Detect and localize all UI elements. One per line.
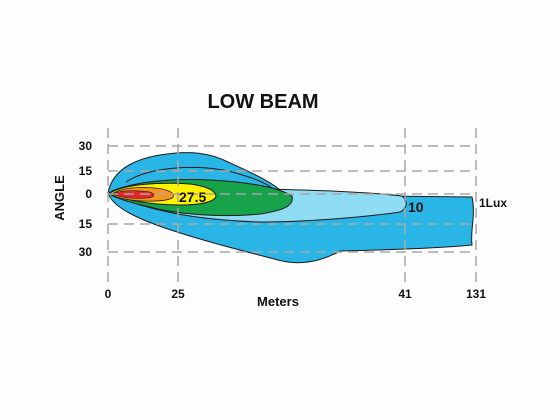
x-tick-41: 41 <box>398 287 412 301</box>
x-axis-ticks: 0 25 41 131 <box>105 287 487 301</box>
contour-label-10: 10 <box>408 199 424 215</box>
diagram-title: LOW BEAM <box>207 91 318 113</box>
y-tick-0: 0 <box>85 187 92 201</box>
contour-label-27-5: 27.5 <box>179 189 206 205</box>
grid-lines <box>107 128 477 282</box>
y-axis-ticks: 30 15 0 15 30 <box>79 139 93 259</box>
x-tick-25: 25 <box>171 287 185 301</box>
y-tick-30-down: 30 <box>79 245 93 259</box>
y-tick-30-up: 30 <box>79 139 93 153</box>
x-tick-0: 0 <box>105 287 112 301</box>
y-tick-15-up: 15 <box>79 164 93 178</box>
x-tick-131: 131 <box>466 287 486 301</box>
contour-label-1-lux: 1Lux <box>479 196 507 210</box>
x-axis-label: Meters <box>257 294 299 309</box>
beam-contours <box>106 152 474 264</box>
y-tick-15-down: 15 <box>79 217 93 231</box>
y-axis-label: ANGLE <box>52 175 67 221</box>
